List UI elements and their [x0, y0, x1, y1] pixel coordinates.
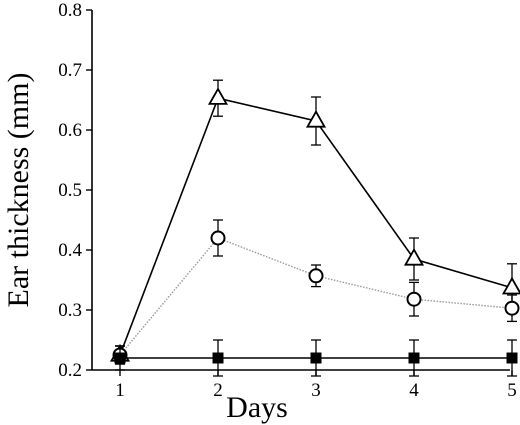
y-axis-label: Ear thickness (mm)	[2, 73, 35, 308]
y-tick-label: 0.5	[58, 180, 82, 201]
series-2-line	[119, 237, 513, 356]
series-3	[114, 339, 518, 377]
data-point-triangle	[403, 247, 425, 266]
series-layer	[109, 79, 520, 377]
data-point-triangle	[305, 109, 327, 128]
data-point-circle	[406, 291, 422, 307]
axes	[91, 10, 510, 371]
data-point-circle	[504, 300, 520, 316]
x-axis-label: Days	[226, 391, 288, 424]
data-point-triangle	[207, 87, 229, 105]
series-1	[109, 79, 520, 365]
x-tick-label: 5	[507, 380, 517, 401]
data-point-square	[506, 352, 518, 364]
y-tick-label: 0.8	[58, 0, 82, 21]
data-point-triangle	[501, 276, 520, 295]
data-point-square	[408, 352, 420, 364]
x-tick-label: 1	[115, 380, 125, 401]
y-tick-label: 0.6	[58, 120, 82, 141]
data-point-square	[114, 352, 126, 364]
data-point-square	[212, 352, 224, 364]
y-tick-label: 0.3	[58, 300, 82, 321]
data-point-circle	[308, 268, 324, 284]
data-point-circle	[210, 230, 226, 246]
y-tick-label: 0.4	[58, 240, 82, 261]
y-tick-label: 0.7	[58, 60, 82, 81]
data-point-square	[310, 352, 322, 364]
x-tick-label: 3	[311, 380, 321, 401]
x-tick-label: 4	[409, 380, 419, 401]
x-tick-label: 2	[213, 380, 223, 401]
y-tick-label: 0.2	[58, 360, 82, 381]
y-axis-ticks: 0.2 0.3 0.4 0.5 0.6 0.7 0.8	[58, 0, 92, 381]
